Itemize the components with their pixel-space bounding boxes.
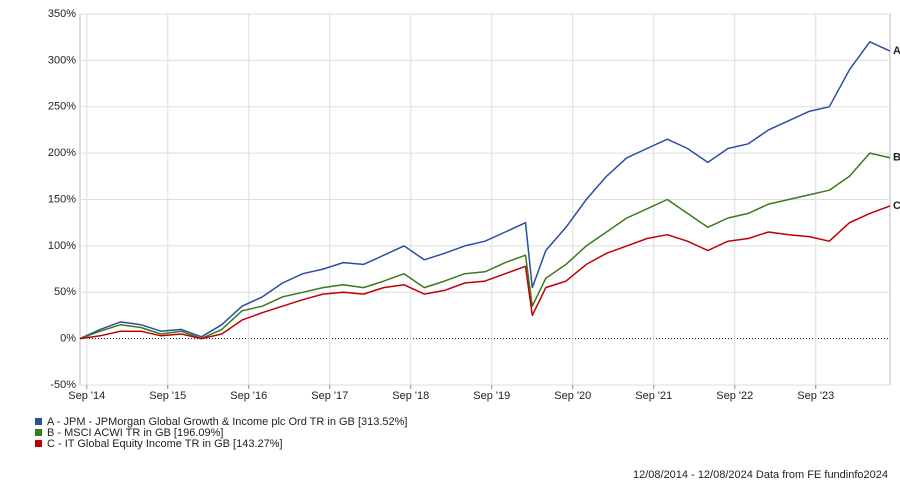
x-tick-label: Sep '19 (473, 390, 510, 402)
x-tick-label: Sep '21 (635, 390, 672, 402)
x-tick-label: Sep '22 (716, 390, 753, 402)
legend-swatch (35, 418, 42, 425)
x-tick-label: Sep '17 (311, 390, 348, 402)
legend-label: C - IT Global Equity Income TR in GB [14… (47, 438, 283, 450)
y-tick-label: 350% (48, 8, 76, 20)
legend-label: B - MSCI ACWI TR in GB [196.09%] (47, 427, 223, 439)
legend-label: A - JPM - JPMorgan Global Growth & Incom… (47, 416, 408, 428)
series-tag: C (893, 200, 900, 212)
x-tick-label: Sep '15 (149, 390, 186, 402)
legend-swatch (35, 429, 42, 436)
series-tag: A (893, 45, 900, 57)
y-tick-label: 200% (48, 147, 76, 159)
legend-swatch (35, 440, 42, 447)
y-tick-label: 250% (48, 101, 76, 113)
y-tick-label: 50% (54, 286, 76, 298)
x-tick-label: Sep '23 (797, 390, 834, 402)
series-line (79, 41, 891, 340)
y-tick-label: 0% (60, 333, 76, 345)
y-tick-label: 100% (48, 240, 76, 252)
x-tick-label: Sep '14 (68, 390, 105, 402)
y-tick-label: 300% (48, 54, 76, 66)
x-tick-label: Sep '16 (230, 390, 267, 402)
x-tick-label: Sep '20 (554, 390, 591, 402)
series-tag: B (893, 152, 900, 164)
series-line (79, 152, 891, 340)
footnote: 12/08/2014 - 12/08/2024 Data from FE fun… (633, 469, 888, 481)
y-tick-label: 150% (48, 193, 76, 205)
series-line (79, 205, 891, 340)
y-tick-label: -50% (50, 379, 76, 391)
x-tick-label: Sep '18 (392, 390, 429, 402)
